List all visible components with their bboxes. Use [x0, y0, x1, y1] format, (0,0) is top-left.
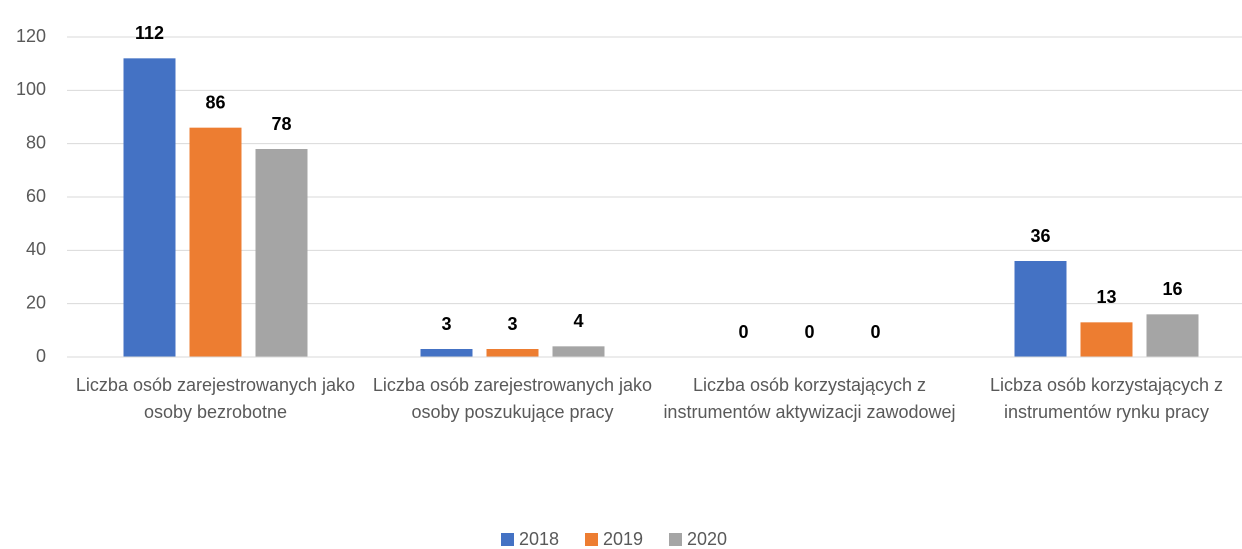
- y-tick-label: 20: [26, 292, 46, 312]
- data-label: 78: [271, 114, 291, 134]
- legend-swatch: [669, 533, 682, 546]
- legend-swatch: [585, 533, 598, 546]
- legend-label: 2018: [519, 529, 559, 549]
- y-tick-label: 40: [26, 239, 46, 259]
- bar: [552, 346, 605, 357]
- bar: [1080, 322, 1133, 357]
- data-label: 86: [205, 92, 225, 112]
- bar: [1014, 261, 1067, 357]
- bar: [189, 127, 242, 358]
- data-label: 16: [1162, 279, 1182, 299]
- data-label: 0: [870, 322, 880, 342]
- bar: [486, 349, 539, 357]
- data-label: 36: [1030, 226, 1050, 246]
- y-tick-label: 60: [26, 186, 46, 206]
- data-label: 112: [135, 23, 164, 43]
- x-tick-label: Liczba osób zarejestrowanych jako osoby …: [75, 375, 356, 422]
- y-tick-label: 120: [16, 26, 46, 46]
- bar: [123, 58, 176, 357]
- legend-label: 2019: [603, 529, 643, 549]
- data-label: 0: [804, 322, 814, 342]
- y-tick-label: 80: [26, 132, 46, 152]
- x-tick-label: Liczba osób zarejestrowanych jako osoby …: [372, 375, 653, 422]
- data-label: 3: [507, 314, 517, 334]
- y-tick-label: 0: [36, 346, 46, 366]
- bar: [420, 349, 473, 357]
- data-label: 4: [573, 311, 583, 331]
- x-tick-label: Liczba osób korzystających z instrumentó…: [663, 375, 956, 422]
- y-tick-label: 100: [16, 79, 46, 99]
- bar: [1146, 314, 1199, 357]
- data-label: 0: [738, 322, 748, 342]
- x-tick-label: Licbza osób korzystających z instrumentó…: [989, 375, 1224, 422]
- legend-label: 2020: [687, 529, 727, 549]
- data-label: 3: [441, 314, 451, 334]
- legend-swatch: [501, 533, 514, 546]
- data-label: 13: [1096, 287, 1116, 307]
- bar: [255, 149, 308, 357]
